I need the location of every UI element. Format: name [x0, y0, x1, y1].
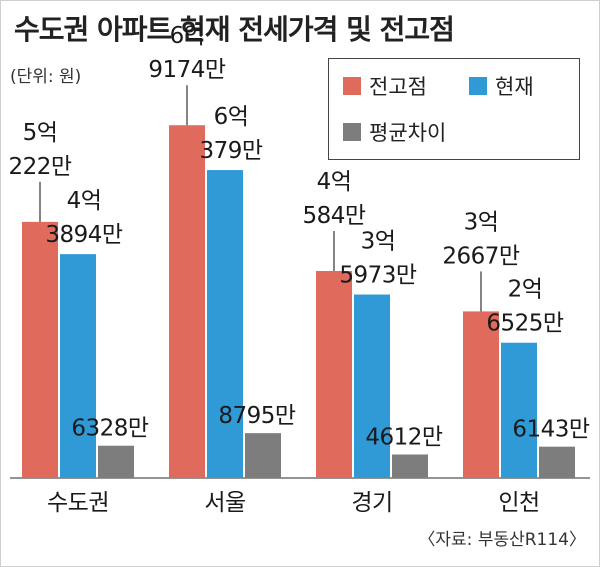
legend-label-peak: 전고점 — [369, 75, 427, 99]
legend-item-peak: 전고점 — [343, 71, 427, 101]
data-label-diff-2: 4612만 — [365, 424, 443, 450]
bar-current-0 — [60, 254, 96, 478]
category-label-0: 수도권 — [47, 490, 109, 516]
data-label-current-2-eok: 3억 — [361, 229, 396, 255]
category-label-1: 서울 — [204, 490, 245, 516]
data-label-peak-0-eok: 5억 — [23, 120, 58, 146]
legend-label-current: 현재 — [495, 75, 534, 99]
data-label-current-0-eok: 4억 — [67, 188, 102, 214]
bar-peak-3 — [463, 311, 499, 478]
data-label-current-3-amount: 6525만 — [486, 311, 564, 337]
data-label-peak-1-amount: 9174만 — [148, 57, 226, 83]
source-note: 〈자료: 부동산R114〉 — [418, 530, 586, 550]
chart-title: 수도권 아파트 현재 전세가격 및 전고점 — [14, 13, 455, 46]
bar-peak-1 — [169, 125, 205, 479]
bar-diff-1 — [245, 433, 281, 478]
category-label-2: 경기 — [351, 490, 392, 516]
data-label-current-3-eok: 2억 — [508, 277, 543, 303]
bar-diff-0 — [98, 445, 134, 478]
legend-swatch-current — [469, 77, 487, 95]
data-label-peak-2-eok: 4억 — [317, 169, 352, 195]
legend-item-current: 현재 — [469, 71, 534, 101]
unit-label: (단위: 원) — [10, 67, 82, 87]
bar-diff-3 — [539, 446, 575, 478]
bar-peak-2 — [316, 271, 352, 478]
data-label-peak-1-eok: 6억 — [170, 23, 205, 49]
data-label-current-1-amount: 379만 — [199, 138, 262, 164]
legend: 전고점 현재 평균차이 — [328, 58, 580, 160]
data-label-current-1-eok: 6억 — [214, 104, 249, 130]
data-label-current-0-amount: 3894만 — [45, 222, 123, 248]
data-label-diff-0: 6328만 — [71, 416, 149, 442]
data-label-peak-3-eok: 3억 — [464, 209, 499, 235]
bar-diff-2 — [392, 454, 428, 478]
bar-peak-0 — [22, 221, 58, 478]
legend-swatch-diff — [343, 123, 361, 141]
bar-current-3 — [501, 342, 537, 478]
legend-item-diff: 평균차이 — [343, 117, 446, 147]
legend-swatch-peak — [343, 77, 361, 95]
bar-current-2 — [354, 294, 390, 478]
category-label-3: 인천 — [498, 490, 539, 516]
legend-label-diff: 평균차이 — [369, 121, 447, 145]
data-label-peak-3-amount: 2667만 — [442, 243, 520, 269]
data-label-diff-1: 8795만 — [218, 403, 296, 429]
data-label-peak-0-amount: 222만 — [8, 154, 71, 180]
data-label-diff-3: 6143만 — [512, 417, 590, 443]
data-label-peak-2-amount: 584만 — [302, 203, 365, 229]
data-label-current-2-amount: 5973만 — [339, 263, 417, 289]
bar-current-1 — [207, 170, 243, 479]
